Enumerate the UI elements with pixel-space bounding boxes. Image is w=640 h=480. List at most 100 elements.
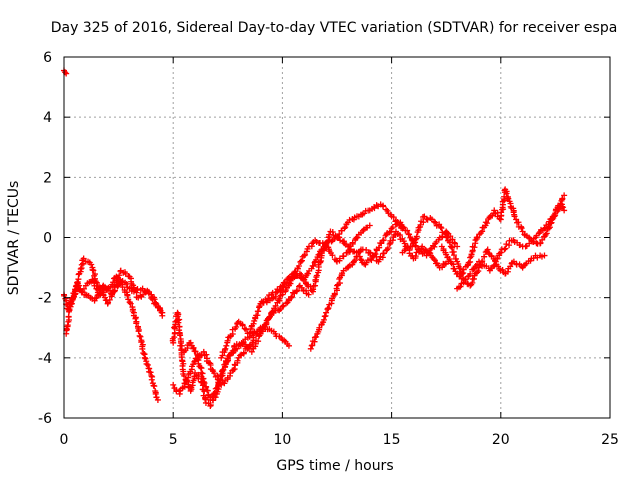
data-point	[237, 352, 244, 359]
data-point	[143, 360, 150, 367]
x-tick-label: 25	[601, 432, 619, 448]
series-track-11	[399, 213, 548, 289]
data-point	[136, 332, 143, 339]
y-tick-label: 4	[43, 110, 52, 126]
data-point	[312, 282, 319, 289]
data-point	[101, 283, 108, 290]
data-point	[80, 285, 87, 292]
data-point	[254, 308, 261, 315]
data-point	[171, 324, 178, 331]
data-point	[502, 245, 509, 252]
data-point	[294, 287, 301, 294]
data-point	[399, 223, 406, 230]
x-tick-label: 10	[273, 432, 291, 448]
data-point	[305, 270, 312, 277]
data-point	[444, 234, 451, 241]
data-point	[170, 381, 177, 388]
data-point	[320, 246, 327, 253]
data-point	[498, 209, 505, 216]
data-point	[507, 263, 514, 270]
data-point	[211, 370, 218, 377]
data-point	[432, 219, 439, 226]
data-point	[491, 207, 498, 214]
data-point	[203, 384, 210, 391]
data-point	[285, 342, 292, 349]
data-point	[148, 294, 155, 301]
data-point	[390, 214, 397, 221]
data-point	[301, 252, 308, 259]
data-point	[482, 219, 489, 226]
data-point	[451, 252, 458, 259]
data-point	[200, 378, 207, 385]
data-point	[212, 385, 219, 392]
data-point	[543, 230, 550, 237]
data-point	[400, 224, 407, 231]
data-point	[109, 287, 116, 294]
data-point	[116, 272, 123, 279]
data-point	[131, 286, 138, 293]
data-point	[279, 303, 286, 310]
data-point	[494, 255, 501, 262]
data-point	[385, 245, 392, 252]
data-point	[467, 254, 474, 261]
data-point	[541, 252, 548, 259]
data-point	[404, 227, 411, 234]
data-point	[230, 366, 237, 373]
series-track-10	[307, 228, 452, 352]
data-point	[371, 205, 378, 212]
data-point	[191, 358, 198, 365]
data-point	[367, 256, 374, 263]
data-point	[148, 376, 155, 383]
data-point	[475, 258, 482, 265]
data-point	[337, 237, 344, 244]
data-point	[549, 216, 556, 223]
y-tick-label: -4	[38, 351, 52, 367]
data-point	[140, 350, 147, 357]
data-point	[192, 348, 199, 355]
data-point	[263, 319, 270, 326]
series-track-13	[454, 201, 568, 292]
y-tick-label: 0	[43, 231, 52, 247]
data-point	[457, 283, 464, 290]
data-point	[412, 253, 419, 260]
data-point	[210, 391, 217, 398]
data-point	[471, 244, 478, 251]
data-point	[298, 257, 305, 264]
data-point	[137, 333, 144, 340]
data-point	[336, 234, 343, 241]
data-point	[420, 219, 427, 226]
data-point	[80, 255, 87, 262]
data-point	[273, 289, 280, 296]
data-point	[354, 253, 361, 260]
series-track-6	[170, 282, 312, 397]
data-point	[437, 224, 444, 231]
data-point	[297, 258, 304, 265]
y-tick-label: -2	[38, 291, 52, 307]
data-point	[336, 255, 343, 262]
data-point	[176, 316, 183, 323]
data-point	[401, 240, 408, 247]
x-tick-label: 20	[492, 432, 510, 448]
data-point	[446, 239, 453, 246]
data-point	[357, 256, 364, 263]
data-point	[305, 291, 312, 298]
data-point	[341, 225, 348, 232]
data-point	[386, 229, 393, 236]
data-point	[296, 283, 303, 290]
data-point	[351, 257, 358, 264]
data-point	[497, 249, 504, 256]
data-point	[412, 236, 419, 243]
data-point	[233, 324, 240, 331]
data-point	[91, 272, 98, 279]
data-point	[539, 236, 546, 243]
data-point	[484, 220, 491, 227]
data-point	[423, 215, 430, 222]
data-point	[137, 292, 144, 299]
data-point	[561, 192, 568, 199]
data-point	[530, 239, 537, 246]
data-point	[309, 240, 316, 247]
data-point	[299, 275, 306, 282]
data-point	[518, 225, 525, 232]
chart-title: Day 325 of 2016, Sidereal Day-to-day VTE…	[51, 20, 618, 36]
data-point	[313, 272, 320, 279]
